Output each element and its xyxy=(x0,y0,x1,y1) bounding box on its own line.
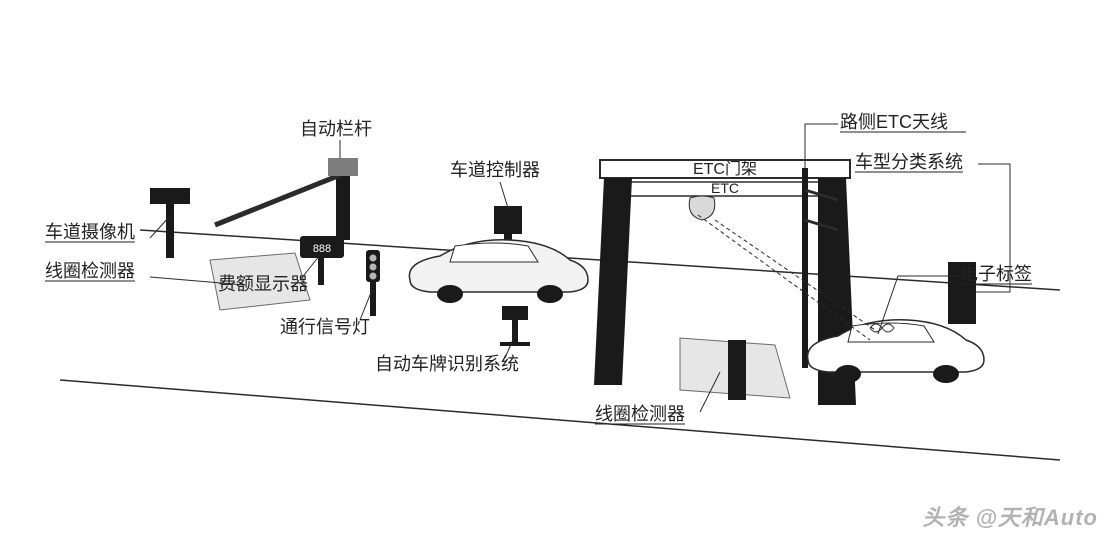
label-coil-detector-1: 线圈检测器 xyxy=(45,261,135,281)
anpr-icon xyxy=(500,306,530,346)
label-traffic-light: 通行信号灯 xyxy=(280,317,370,337)
rsu-icon xyxy=(689,196,715,220)
label-obu-tag: 电子标签 xyxy=(960,264,1032,284)
traffic-light-icon xyxy=(366,250,380,316)
leader-lane-controller xyxy=(500,182,508,208)
road-edge-bottom xyxy=(60,380,1060,460)
roadside-pillar-icon xyxy=(728,340,746,400)
label-lane-camera: 车道摄像机 xyxy=(45,222,135,242)
label-auto-barrier: 自动栏杆 xyxy=(300,119,372,139)
label-vehicle-class: 车型分类系统 xyxy=(855,152,963,172)
label-lane-controller: 车道控制器 xyxy=(450,160,540,180)
label-anpr: 自动车牌识别系统 xyxy=(375,354,519,374)
leader-etc-antenna xyxy=(805,124,838,170)
svg-text:ETC门架: ETC门架 xyxy=(693,160,757,178)
lane-camera-icon xyxy=(150,188,190,258)
svg-text:888: 888 xyxy=(313,243,331,255)
label-etc-antenna: 路侧ETC天线 xyxy=(840,112,948,132)
label-fee-display: 费额显示器 xyxy=(218,274,308,294)
svg-text:ETC: ETC xyxy=(711,180,739,196)
barrier-icon xyxy=(215,158,358,240)
watermark-text: 头条 @天和Auto xyxy=(922,500,1098,532)
label-coil-detector-2: 线圈检测器 xyxy=(595,404,685,424)
